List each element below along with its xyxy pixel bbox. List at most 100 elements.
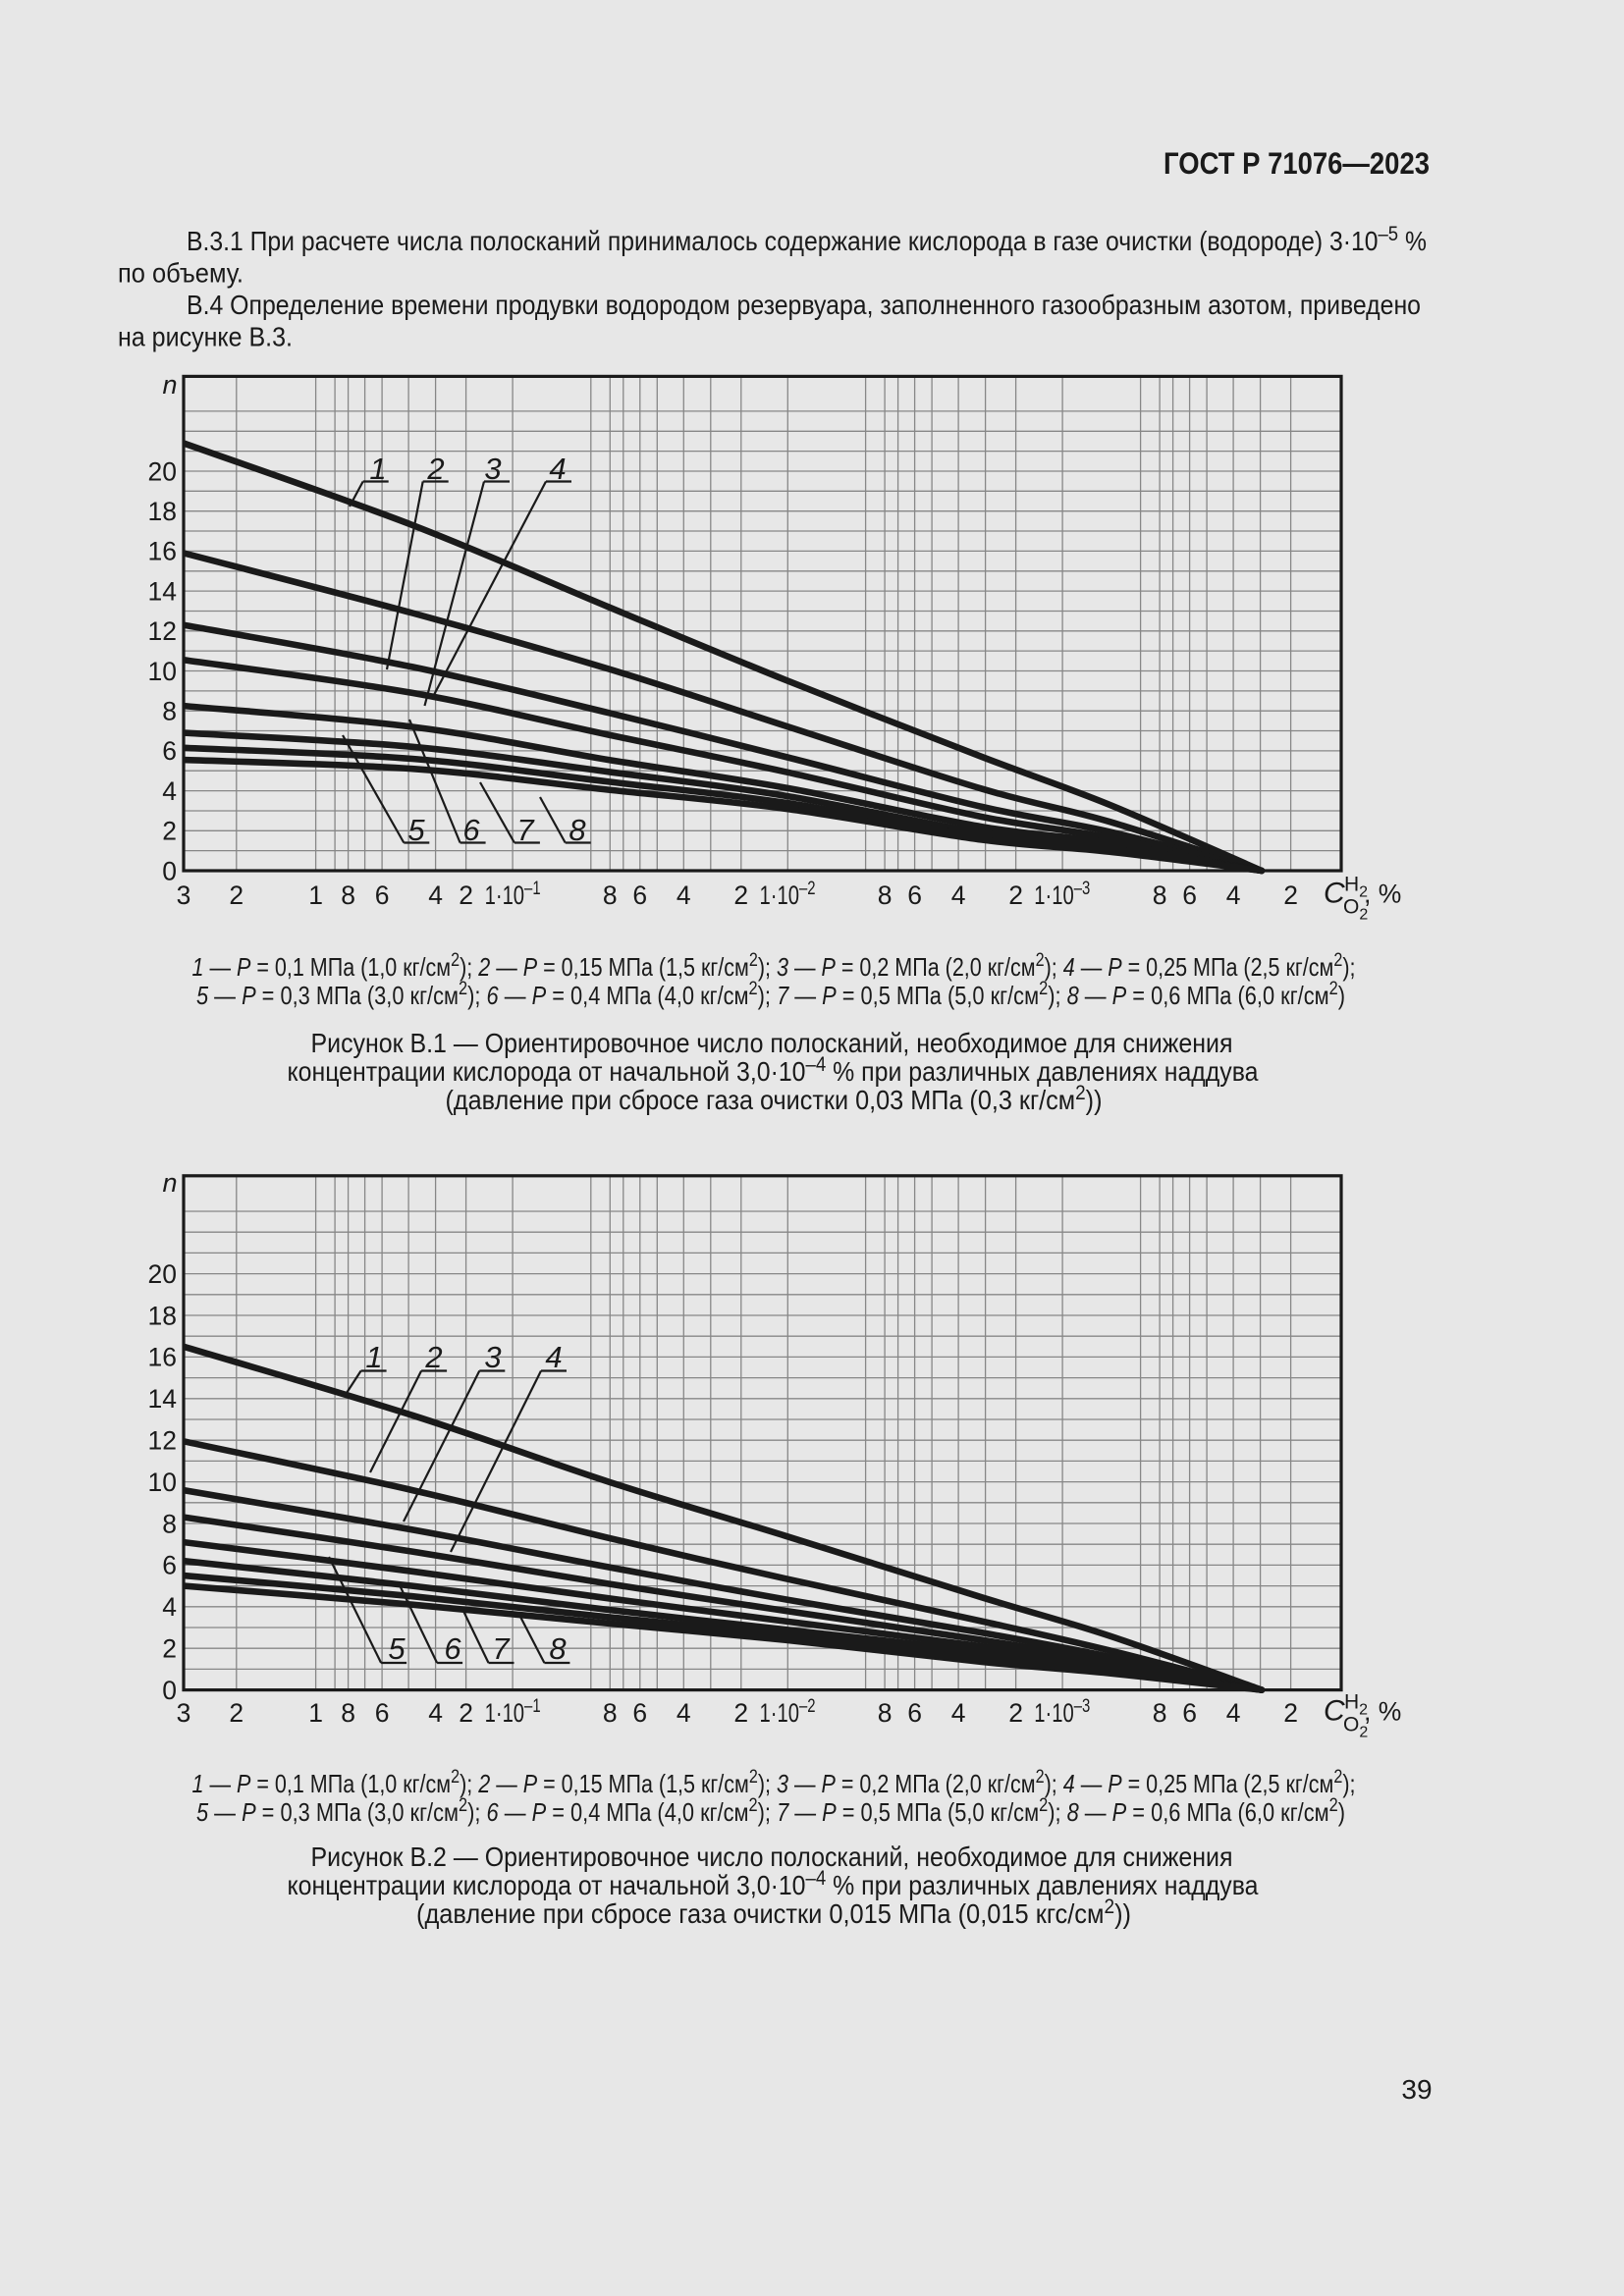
svg-text:14: 14 (148, 1384, 177, 1414)
svg-text:7: 7 (516, 813, 535, 847)
svg-text:39: 39 (1401, 2074, 1432, 2105)
svg-text:1·10–3: 1·10–3 (1034, 878, 1090, 910)
svg-text:20: 20 (148, 1259, 177, 1289)
svg-text:2: 2 (426, 452, 444, 486)
svg-text:6: 6 (907, 1698, 922, 1728)
svg-text:n: n (162, 1168, 177, 1198)
svg-text:18: 18 (148, 497, 177, 526)
svg-text:на рисунке В.3.: на рисунке В.3. (118, 322, 293, 352)
svg-text:1 — P = 0,1 МПа (1,0 кг/см2);: 1 — P = 0,1 МПа (1,0 кг/см2); 2 — P = 0,… (192, 1766, 1356, 1798)
svg-text:Рисунок В.2 — Ориентировочное: Рисунок В.2 — Ориентировочное число поло… (311, 1842, 1233, 1872)
svg-text:10: 10 (148, 1468, 177, 1497)
svg-text:2: 2 (1283, 881, 1298, 910)
svg-text:6: 6 (632, 1698, 647, 1728)
svg-text:4: 4 (162, 776, 177, 806)
svg-text:8: 8 (878, 1698, 893, 1728)
svg-text:4: 4 (951, 881, 966, 910)
svg-text:6: 6 (444, 1631, 461, 1666)
svg-text:1·10–2: 1·10–2 (760, 1695, 816, 1728)
svg-text:6: 6 (1182, 881, 1197, 910)
svg-text:, %: , % (1364, 880, 1401, 909)
svg-text:7: 7 (492, 1631, 511, 1666)
svg-text:4: 4 (428, 1698, 443, 1728)
svg-text:2: 2 (162, 1634, 177, 1664)
svg-text:2: 2 (162, 817, 177, 846)
svg-text:8: 8 (878, 881, 893, 910)
svg-text:8: 8 (549, 1631, 567, 1666)
svg-text:3: 3 (177, 881, 191, 910)
svg-text:5 — P = 0,3 МПа (3,0 кг/см2);: 5 — P = 0,3 МПа (3,0 кг/см2); 6 — P = 0,… (196, 1794, 1345, 1827)
svg-text:В.3.1 При расчете числа полоск: В.3.1 При расчете числа полосканий прини… (187, 223, 1427, 256)
svg-text:10: 10 (148, 657, 177, 686)
svg-text:2: 2 (1008, 881, 1023, 910)
svg-text:4: 4 (162, 1592, 177, 1622)
svg-text:1: 1 (365, 1340, 382, 1374)
svg-text:2: 2 (733, 881, 748, 910)
svg-text:6: 6 (162, 1551, 177, 1580)
svg-text:5 — P = 0,3 МПа (3,0 кг/см2);: 5 — P = 0,3 МПа (3,0 кг/см2); 6 — P = 0,… (196, 978, 1345, 1010)
svg-text:8: 8 (1153, 881, 1167, 910)
svg-text:5: 5 (407, 813, 425, 847)
svg-text:6: 6 (907, 881, 922, 910)
svg-text:2: 2 (459, 1698, 473, 1728)
svg-text:8: 8 (603, 1698, 618, 1728)
svg-text:4: 4 (428, 881, 443, 910)
svg-text:8: 8 (162, 697, 177, 726)
svg-text:16: 16 (148, 1343, 177, 1372)
svg-text:4: 4 (951, 1698, 966, 1728)
svg-text:ГОСТ Р 71076—2023: ГОСТ Р 71076—2023 (1164, 145, 1430, 181)
svg-text:1: 1 (369, 452, 386, 486)
svg-text:4: 4 (545, 1340, 562, 1374)
svg-text:2: 2 (459, 881, 473, 910)
svg-text:1: 1 (308, 1698, 323, 1728)
svg-text:C: C (1324, 878, 1345, 910)
svg-text:0: 0 (162, 856, 177, 885)
svg-text:Рисунок В.1 — Ориентировочное: Рисунок В.1 — Ориентировочное число поло… (311, 1028, 1233, 1058)
svg-text:1: 1 (308, 881, 323, 910)
svg-text:1·10–1: 1·10–1 (485, 1695, 541, 1728)
svg-text:6: 6 (375, 1698, 390, 1728)
svg-text:5: 5 (388, 1631, 406, 1666)
svg-text:12: 12 (148, 616, 177, 646)
svg-text:(давление при сбросе газа очис: (давление при сбросе газа очистки 0,015 … (416, 1896, 1131, 1929)
svg-text:4: 4 (677, 881, 691, 910)
svg-text:0: 0 (162, 1676, 177, 1705)
svg-text:6: 6 (1182, 1698, 1197, 1728)
svg-text:8: 8 (341, 1698, 355, 1728)
svg-text:6: 6 (375, 881, 390, 910)
svg-text:6: 6 (162, 736, 177, 766)
svg-text:В.4 Определение времени продув: В.4 Определение времени продувки водород… (187, 290, 1421, 320)
svg-text:концентрации кислорода от нача: концентрации кислорода от начальной 3,0·… (288, 1867, 1259, 1900)
svg-text:2: 2 (424, 1340, 442, 1374)
svg-text:8: 8 (1153, 1698, 1167, 1728)
svg-text:n: n (162, 370, 177, 400)
svg-text:1·10–1: 1·10–1 (485, 878, 541, 910)
svg-text:8: 8 (162, 1509, 177, 1538)
svg-text:18: 18 (148, 1301, 177, 1330)
svg-text:2: 2 (229, 881, 244, 910)
svg-text:16: 16 (148, 537, 177, 566)
svg-text:4: 4 (1226, 881, 1241, 910)
svg-text:2: 2 (1283, 1698, 1298, 1728)
svg-text:1·10–2: 1·10–2 (760, 878, 816, 910)
svg-text:8: 8 (568, 813, 586, 847)
svg-text:8: 8 (603, 881, 618, 910)
svg-text:C: C (1324, 1695, 1345, 1728)
svg-text:4: 4 (1226, 1698, 1241, 1728)
svg-text:1 — P = 0,1 МПа (1,0 кг/см2);: 1 — P = 0,1 МПа (1,0 кг/см2); 2 — P = 0,… (192, 949, 1356, 982)
svg-text:6: 6 (632, 881, 647, 910)
svg-text:2: 2 (733, 1698, 748, 1728)
svg-text:по объему.: по объему. (118, 258, 244, 289)
svg-text:4: 4 (677, 1698, 691, 1728)
svg-text:8: 8 (341, 881, 355, 910)
svg-text:3: 3 (484, 452, 501, 486)
svg-text:6: 6 (462, 813, 480, 847)
svg-text:4: 4 (549, 452, 566, 486)
svg-text:3: 3 (177, 1698, 191, 1728)
svg-text:2: 2 (1008, 1698, 1023, 1728)
svg-text:1·10–3: 1·10–3 (1034, 1695, 1090, 1728)
svg-text:концентрации кислорода от нача: концентрации кислорода от начальной 3,0·… (288, 1053, 1259, 1087)
svg-text:20: 20 (148, 456, 177, 486)
svg-text:3: 3 (484, 1340, 501, 1374)
svg-text:, %: , % (1364, 1697, 1401, 1727)
